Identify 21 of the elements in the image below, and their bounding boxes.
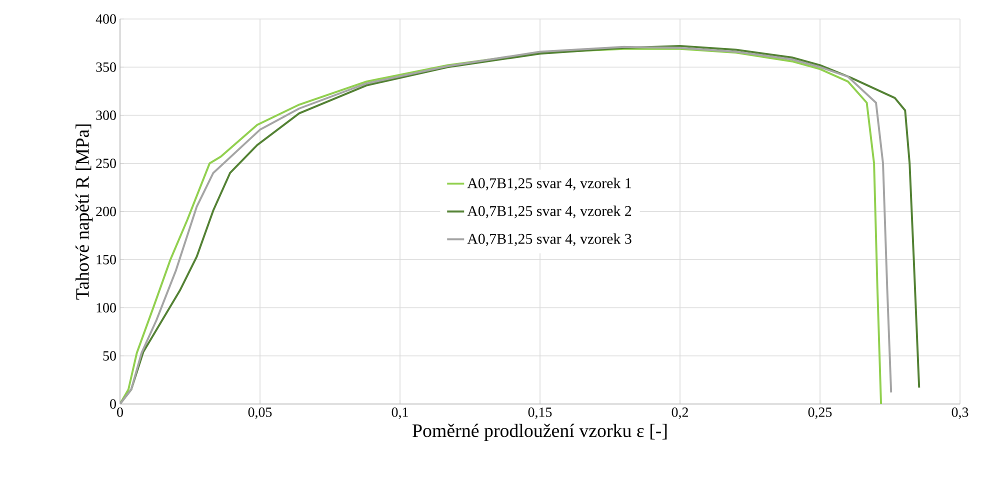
x-tick-label: 0,05 [248,408,272,419]
x-axis-title: Poměrné prodloužení vzorku ε [-] [412,424,667,441]
x-tick-label: 0 [117,408,123,417]
x-tick-label: 0,2 [672,408,688,419]
y-tick-label: 250 [96,158,116,168]
y-axis-title: Tahové napětí R [MPa] [76,124,93,300]
x-tick-label: 0,15 [528,408,552,419]
x-tick-label: 0,1 [392,408,408,419]
x-tick-label: 0,25 [808,408,832,419]
y-tick-label: 350 [96,62,116,72]
y-tick-label: 50 [103,351,116,361]
legend-label: A0,7B1,25 svar 4, vzorek 2 [467,206,632,218]
y-tick-label: 200 [96,206,116,216]
y-tick-label: 400 [96,14,116,24]
legend-label: A0,7B1,25 svar 4, vzorek 3 [467,233,632,246]
x-tick-label: 0,3 [952,408,968,419]
y-tick-label: 0 [110,399,116,409]
y-tick-label: 100 [96,303,116,312]
y-tick-label: 150 [96,254,116,264]
y-tick-label: 300 [96,110,116,120]
legend-label: A0,7B1,25 svar 4, vzorek 1 [467,178,631,190]
